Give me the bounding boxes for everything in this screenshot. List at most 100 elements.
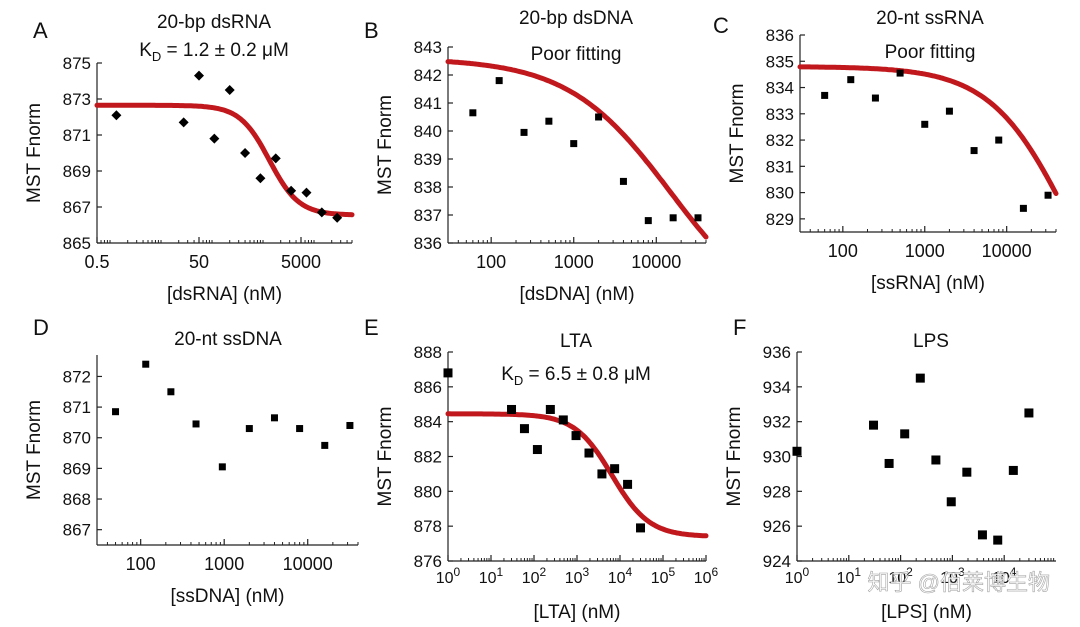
data-point: [847, 76, 855, 84]
data-point: [962, 467, 972, 477]
x-tick-label: 10000: [631, 252, 681, 272]
x-tick-label: 100: [476, 252, 506, 272]
panel-title: 20-nt ssDNA: [174, 329, 282, 350]
data-point: [558, 415, 568, 425]
y-tick-label: 936: [763, 343, 791, 362]
y-tick-label: 839: [414, 150, 442, 169]
y-tick-label: 838: [414, 178, 442, 197]
y-tick-label: 836: [414, 234, 442, 253]
data-point: [224, 85, 235, 95]
data-point: [194, 70, 204, 81]
data-point: [469, 109, 477, 117]
x-axis-label: [dsRNA] (nM): [167, 284, 282, 305]
data-point: [921, 120, 929, 128]
data-point: [610, 464, 620, 474]
y-tick-label: 832: [766, 131, 794, 150]
data-point: [545, 117, 553, 125]
y-tick-label: 843: [414, 38, 442, 57]
x-tick-label: 1000: [905, 241, 945, 261]
y-tick-label: 878: [414, 517, 442, 536]
data-point: [321, 441, 329, 449]
y-tick-label: 830: [766, 184, 794, 203]
data-point: [520, 128, 528, 136]
y-tick-label: 871: [63, 126, 91, 145]
data-point: [112, 408, 120, 416]
data-point: [792, 446, 802, 456]
fit-curve: [797, 64, 1059, 196]
x-tick-label: 5000: [281, 252, 321, 272]
y-tick-label: 865: [63, 234, 91, 253]
x-tick-label: 102: [522, 565, 547, 587]
y-tick-label: 882: [414, 448, 442, 467]
data-point: [869, 420, 879, 430]
panel-title: 20-bp dsRNA: [157, 12, 271, 33]
y-axis-label: MST Fnorm: [727, 84, 748, 184]
y-axis-label: MST Fnorm: [375, 407, 396, 507]
data-point: [192, 420, 200, 428]
data-point: [884, 458, 894, 468]
panel-letter: F: [733, 315, 746, 340]
y-tick-label: 930: [763, 448, 791, 467]
y-tick-label: 833: [766, 105, 794, 124]
data-point: [915, 373, 925, 383]
data-point: [970, 147, 978, 155]
panel-letter: D: [33, 315, 49, 340]
data-point: [636, 523, 646, 533]
fit-curve: [445, 411, 709, 539]
data-point: [644, 217, 652, 225]
data-point: [571, 431, 581, 441]
y-tick-label: 886: [414, 378, 442, 397]
data-point: [301, 187, 312, 198]
x-tick-label: 100: [436, 565, 461, 587]
y-tick-label: 831: [766, 157, 794, 176]
data-point: [1008, 465, 1018, 475]
data-point: [255, 173, 266, 184]
fit-note: Poor fitting: [531, 44, 622, 65]
y-tick-label: 928: [763, 482, 791, 501]
x-tick-label: 103: [940, 565, 965, 587]
data-point: [977, 530, 987, 540]
data-point: [495, 77, 503, 85]
x-tick-label: 100: [126, 554, 156, 574]
x-tick-label: 105: [651, 565, 676, 587]
data-point: [821, 91, 829, 99]
y-tick-label: 870: [63, 429, 91, 448]
x-tick-label: 101: [479, 565, 504, 587]
x-tick-label: 106: [694, 565, 719, 587]
y-tick-label: 837: [414, 206, 442, 225]
data-point: [896, 69, 904, 77]
y-axis-label: MST Fnorm: [24, 103, 45, 203]
kd-annotation: KD = 1.2 ± 0.2 μM: [139, 40, 289, 64]
data-point: [993, 535, 1003, 545]
y-tick-label: 884: [414, 413, 442, 432]
x-axis-label: [ssDNA] (nM): [171, 586, 285, 607]
data-point: [332, 212, 343, 223]
y-tick-label: 836: [766, 26, 794, 45]
x-tick-label: 104: [992, 565, 1017, 587]
data-point: [240, 148, 251, 158]
fit-curve: [94, 102, 355, 218]
y-axis-label: MST Fnorm: [375, 95, 396, 195]
x-tick-label: 0.5: [84, 252, 109, 272]
data-point: [931, 455, 941, 465]
data-point: [346, 421, 354, 429]
y-tick-label: 934: [763, 378, 791, 397]
y-tick-label: 880: [414, 482, 442, 501]
data-point: [507, 404, 517, 414]
data-point: [218, 463, 226, 471]
x-tick-label: 103: [565, 565, 590, 587]
data-point: [270, 414, 278, 422]
data-point: [532, 445, 542, 455]
x-tick-label: 10000: [283, 554, 333, 574]
x-tick-label: 101: [837, 565, 862, 587]
y-tick-label: 841: [414, 94, 442, 113]
data-point: [669, 214, 677, 222]
data-point: [946, 497, 956, 507]
y-tick-label: 867: [63, 198, 91, 217]
y-tick-label: 867: [63, 521, 91, 540]
y-tick-label: 835: [766, 52, 794, 71]
data-point: [694, 214, 702, 222]
x-axis-label: [dsDNA] (nM): [519, 284, 634, 305]
panel-D: 867 868 869 870 871 872 100 1000 10000 [ssDNA] (n…: [24, 315, 359, 607]
panel-letter: C: [713, 13, 729, 38]
